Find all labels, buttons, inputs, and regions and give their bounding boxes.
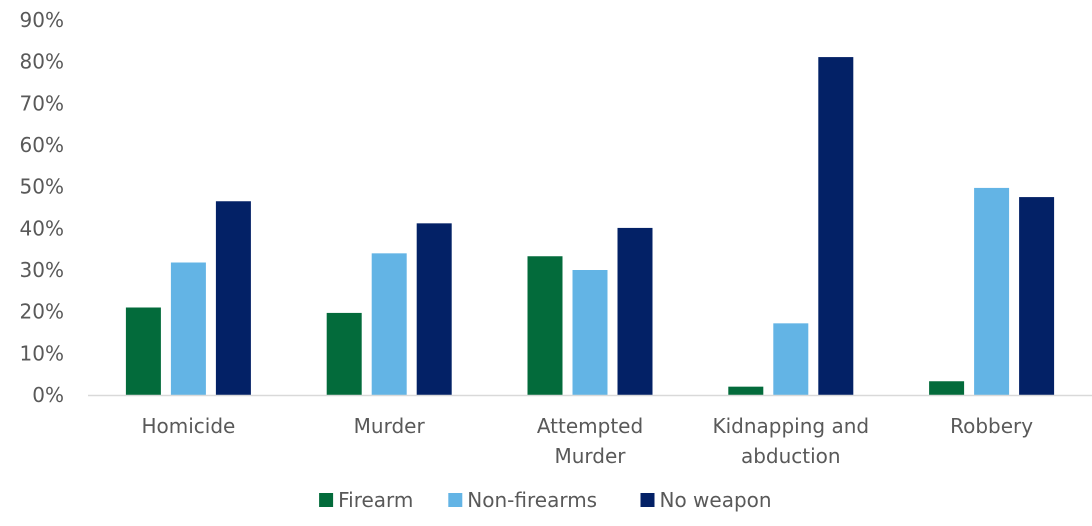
x-tick-label: Homicide — [141, 414, 235, 438]
bar-no-weapon — [215, 201, 251, 395]
y-axis: 0% 10% 20% 30% 40% 50% 60% 70% 80% 90% — [20, 8, 64, 407]
bar-firearm — [527, 256, 563, 395]
bar-no-weapon — [617, 227, 653, 395]
bar-firearm — [326, 312, 362, 395]
y-tick-label: 10% — [20, 341, 64, 365]
legend-label: Non-firearms — [467, 488, 597, 512]
bar-non-firearms — [974, 187, 1010, 395]
bar-firearm — [929, 381, 965, 395]
bar-non-firearms — [773, 323, 809, 395]
y-tick-label: 50% — [20, 175, 64, 199]
y-tick-label: 30% — [20, 258, 64, 282]
legend-label: Firearm — [338, 488, 413, 512]
y-tick-label: 40% — [20, 216, 64, 240]
x-tick-label: Robbery — [950, 414, 1033, 438]
y-tick-label: 80% — [20, 50, 64, 74]
bars — [125, 57, 1055, 395]
legend-swatch — [319, 493, 334, 507]
y-tick-label: 90% — [20, 8, 64, 32]
bar-no-weapon — [1019, 197, 1055, 395]
bar-no-weapon — [818, 57, 854, 395]
bar-non-firearms — [170, 262, 206, 395]
y-tick-label: 0% — [32, 383, 64, 407]
y-tick-label: 70% — [20, 91, 64, 115]
legend-swatch — [640, 493, 655, 507]
x-tick-label: Kidnapping and abduction — [712, 414, 869, 468]
legend-swatch — [448, 493, 463, 507]
x-tick-label: Attempted Murder — [537, 414, 643, 468]
bar-firearm — [125, 307, 161, 395]
y-tick-label: 60% — [20, 133, 64, 157]
y-tick-label: 20% — [20, 300, 64, 324]
bar-firearm — [728, 386, 764, 395]
x-axis: Homicide Murder Attempted Murder Kidnapping … — [88, 394, 1092, 468]
bar-no-weapon — [416, 223, 452, 395]
legend-label: No weapon — [660, 488, 772, 512]
bar-non-firearms — [371, 253, 407, 395]
legend: Firearm Non-firearms No weapon — [319, 488, 772, 512]
x-tick-label: Murder — [354, 414, 426, 438]
bar-non-firearms — [572, 270, 608, 395]
